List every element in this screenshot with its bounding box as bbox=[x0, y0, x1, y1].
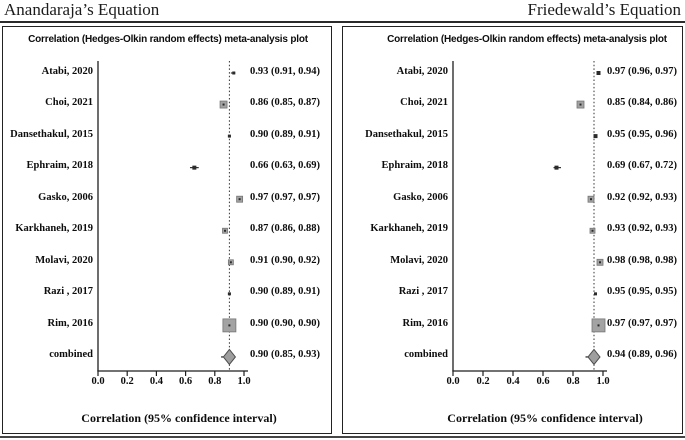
study-marker-dot bbox=[597, 324, 600, 327]
forest-plot-panel-friedewald: Correlation (Hedges-Olkin random effects… bbox=[342, 26, 683, 434]
forest-plot-canvas bbox=[97, 61, 248, 376]
study-marker bbox=[596, 71, 601, 75]
study-value: 0.90 (0.89, 0.91) bbox=[250, 128, 320, 140]
study-value: 0.66 (0.63, 0.69) bbox=[250, 160, 320, 172]
x-axis-label: Correlation (95% confidence interval) bbox=[447, 411, 643, 425]
study-label: Choi, 2021 bbox=[400, 97, 448, 109]
header-divider bbox=[0, 21, 685, 23]
study-label: Razi , 2017 bbox=[43, 286, 93, 298]
study-label: Dansethakul, 2015 bbox=[10, 128, 93, 140]
axis-tick-label: 0.8 bbox=[208, 376, 222, 387]
study-label: Atabi, 2020 bbox=[396, 65, 448, 77]
forest-plot-canvas bbox=[452, 61, 607, 376]
study-value: 0.95 (0.95, 0.95) bbox=[607, 286, 677, 298]
axis-tick-label: 1.0 bbox=[596, 376, 610, 387]
plot-title: Correlation (Hedges-Olkin random effects… bbox=[387, 34, 667, 45]
right-equation-title: Friedewald’s Equation bbox=[527, 0, 681, 19]
study-label: Dansethakul, 2015 bbox=[365, 128, 448, 140]
axis-tick-label: 0.8 bbox=[566, 376, 580, 387]
study-label: Gasko, 2006 bbox=[38, 191, 93, 203]
study-value: 0.91 (0.90, 0.92) bbox=[250, 254, 320, 266]
study-label: Ephraim, 2018 bbox=[26, 160, 93, 172]
study-label: Choi, 2021 bbox=[45, 97, 93, 109]
study-label: Razi , 2017 bbox=[398, 286, 448, 298]
study-marker-dot bbox=[238, 198, 241, 201]
study-label: combined bbox=[49, 349, 93, 361]
combined-diamond bbox=[222, 348, 237, 366]
study-label: Molavi, 2020 bbox=[390, 254, 448, 266]
study-label: Atabi, 2020 bbox=[41, 65, 93, 77]
study-value: 0.86 (0.85, 0.87) bbox=[250, 97, 320, 109]
study-marker-dot bbox=[599, 261, 601, 264]
bottom-border bbox=[0, 436, 685, 438]
study-value: 0.95 (0.95, 0.96) bbox=[607, 128, 677, 140]
study-label: Molavi, 2020 bbox=[35, 254, 93, 266]
study-value: 0.90 (0.90, 0.90) bbox=[250, 317, 320, 329]
study-label: Ephraim, 2018 bbox=[381, 160, 448, 172]
axis-tick-label: 0.4 bbox=[506, 376, 520, 387]
x-axis-label: Correlation (95% confidence interval) bbox=[81, 411, 277, 425]
study-marker-dot bbox=[591, 229, 594, 232]
study-marker bbox=[192, 165, 197, 170]
study-value: 0.94 (0.89, 0.96) bbox=[607, 349, 677, 361]
study-marker-dot bbox=[224, 229, 227, 232]
study-marker-dot bbox=[590, 198, 592, 201]
study-value: 0.92 (0.92, 0.93) bbox=[607, 191, 677, 203]
study-value: 0.87 (0.86, 0.88) bbox=[250, 223, 320, 235]
study-value: 0.97 (0.97, 0.97) bbox=[250, 191, 320, 203]
left-equation-title: Anandaraja’s Equation bbox=[4, 0, 160, 19]
axis-tick-label: 0.2 bbox=[120, 376, 134, 387]
study-value: 0.69 (0.67, 0.72) bbox=[607, 160, 677, 172]
study-label: combined bbox=[404, 349, 448, 361]
axis-tick-label: 1.0 bbox=[237, 376, 251, 387]
study-label: Karkhaneh, 2019 bbox=[15, 223, 93, 235]
study-label: Gasko, 2006 bbox=[393, 191, 448, 203]
axis-tick-label: 0.2 bbox=[476, 376, 490, 387]
study-marker bbox=[593, 134, 598, 139]
axis-tick-label: 0.6 bbox=[179, 376, 193, 387]
study-value: 0.90 (0.89, 0.91) bbox=[250, 286, 320, 298]
study-value: 0.97 (0.97, 0.97) bbox=[607, 317, 677, 329]
axis-tick-label: 0.6 bbox=[536, 376, 550, 387]
study-marker bbox=[594, 292, 597, 296]
study-value: 0.85 (0.84, 0.86) bbox=[607, 97, 677, 109]
study-label: Rim, 2016 bbox=[47, 317, 94, 329]
study-marker-dot bbox=[222, 103, 225, 106]
axis-tick-label: 0.0 bbox=[446, 376, 460, 387]
study-value: 0.98 (0.98, 0.98) bbox=[607, 254, 677, 266]
study-label: Karkhaneh, 2019 bbox=[370, 223, 448, 235]
study-marker-dot bbox=[228, 324, 231, 327]
study-marker bbox=[554, 165, 559, 170]
plot-title: Correlation (Hedges-Olkin random effects… bbox=[28, 34, 308, 45]
combined-diamond bbox=[587, 348, 601, 366]
study-marker bbox=[227, 134, 231, 138]
study-marker bbox=[227, 292, 231, 296]
study-label: Rim, 2016 bbox=[402, 317, 449, 329]
study-value: 0.93 (0.92, 0.93) bbox=[607, 223, 677, 235]
study-marker-dot bbox=[579, 103, 582, 106]
study-marker-dot bbox=[229, 261, 232, 264]
study-value: 0.93 (0.91, 0.94) bbox=[250, 65, 320, 77]
study-value: 0.90 (0.85, 0.93) bbox=[250, 349, 320, 361]
axis-tick-label: 0.4 bbox=[149, 376, 163, 387]
study-value: 0.97 (0.96, 0.97) bbox=[607, 65, 677, 77]
axis-tick-label: 0.0 bbox=[91, 376, 105, 387]
forest-plot-panel-anandaraja: Correlation (Hedges-Olkin random effects… bbox=[2, 26, 332, 434]
study-marker bbox=[232, 71, 236, 75]
